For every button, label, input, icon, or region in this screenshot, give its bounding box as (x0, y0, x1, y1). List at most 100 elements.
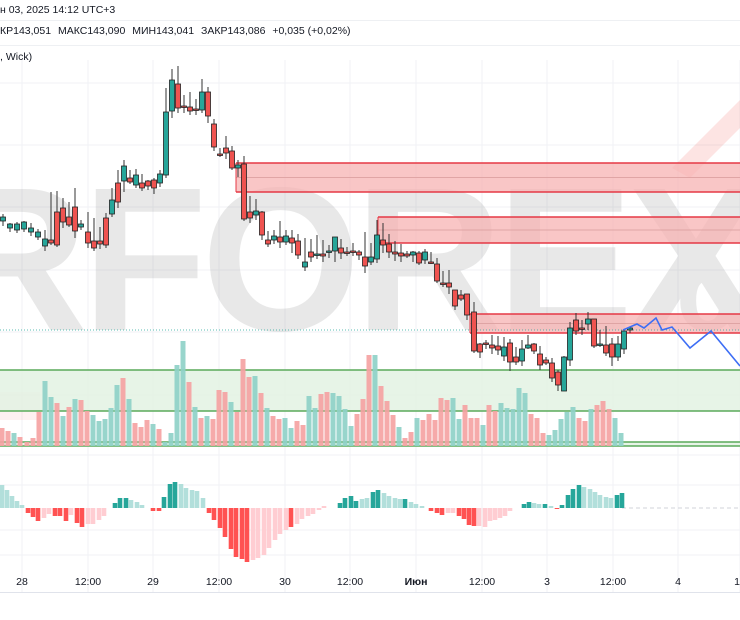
volume-bar (138, 427, 144, 446)
volume-bar (162, 442, 168, 446)
legend-open: КР143,051 (0, 25, 52, 37)
histogram-bar (63, 508, 69, 521)
histogram-bar (74, 508, 80, 523)
time-axis-label: 29 (147, 576, 159, 588)
candle (362, 232, 368, 273)
histogram-bar (492, 508, 498, 520)
histogram-bar (68, 508, 74, 515)
supply-zone[interactable] (377, 216, 740, 244)
volume-bar (144, 420, 150, 446)
candle (356, 250, 362, 260)
volume-bar (444, 400, 450, 446)
time-axis-label: 30 (279, 576, 291, 588)
histogram-bar (239, 508, 245, 559)
histogram-bar (266, 508, 272, 548)
candle (277, 221, 283, 248)
histogram-bar (189, 490, 195, 508)
histogram-bar (9, 496, 15, 508)
candle (205, 87, 211, 123)
histogram-bar (370, 492, 376, 508)
candle (398, 244, 404, 262)
candle (519, 340, 525, 366)
volume-bar (222, 392, 228, 446)
candle (555, 370, 561, 391)
volume-bar (456, 419, 462, 446)
volume-bar (180, 341, 186, 446)
candle (314, 235, 320, 259)
histogram-bar (353, 501, 359, 508)
candle (60, 198, 66, 228)
histogram-bar (35, 508, 41, 521)
candle (42, 230, 48, 251)
volume-bar (438, 398, 444, 446)
time-axis-label: 12:00 (468, 576, 496, 588)
volume-bar (582, 421, 588, 446)
histogram-bar (316, 508, 322, 510)
legend-change: +0,035 (+0,02%) (272, 25, 351, 37)
histogram-bar (348, 496, 354, 508)
candle (332, 236, 338, 262)
histogram-bar (228, 508, 234, 549)
volume-bar (5, 431, 11, 446)
volume-bar (360, 399, 366, 446)
volume-bar (192, 407, 198, 446)
histogram-bar (101, 508, 107, 516)
candle (489, 335, 495, 354)
candle (380, 223, 386, 253)
volume-bar (132, 423, 138, 446)
time-axis-label: 12 (734, 576, 740, 588)
histogram-bar (156, 508, 162, 511)
volume-bar (174, 365, 180, 446)
volume-bar (510, 409, 516, 446)
histogram-bar (337, 503, 343, 508)
candle (235, 160, 241, 177)
histogram-bar (261, 508, 267, 555)
candle (14, 222, 20, 233)
candle (7, 223, 13, 232)
histogram-bar (434, 508, 440, 513)
volume-bar (606, 409, 612, 446)
candle (422, 249, 428, 264)
candle (283, 230, 289, 245)
volume-bar (546, 435, 552, 446)
volume-bar (17, 437, 23, 446)
candle (72, 188, 78, 238)
supply-zone[interactable] (235, 162, 740, 193)
candle (440, 271, 446, 287)
histogram-bar (482, 508, 488, 527)
candle (464, 293, 470, 320)
candle (151, 178, 157, 194)
histogram-bar (476, 508, 482, 526)
legend-date-row: н 03, 2025 14:12 UTC+3 (0, 4, 119, 16)
histogram-bar (217, 508, 223, 528)
volume-bar (390, 415, 396, 446)
volume-bar (186, 382, 192, 446)
candle (507, 339, 513, 371)
candle (434, 258, 440, 283)
histogram-bar (161, 497, 167, 508)
histogram-bar (364, 498, 370, 508)
volume-bar (156, 429, 162, 446)
volume-bar (474, 418, 480, 446)
candle (579, 320, 585, 335)
candle (145, 180, 151, 190)
candle (483, 340, 489, 349)
histogram-bar (0, 485, 5, 508)
volume-bar (84, 411, 90, 446)
volume-bar (342, 409, 348, 446)
candle (597, 330, 603, 347)
histogram-bar (542, 504, 548, 508)
histogram-bar (565, 495, 571, 508)
volume-bar (570, 407, 576, 446)
histogram-bar (183, 488, 189, 508)
volume-bar (276, 419, 282, 446)
legend-indicator-row[interactable]: , Wick) (0, 51, 36, 63)
volume-bar (234, 412, 240, 446)
volume-bar (114, 385, 120, 446)
histogram-bar (134, 502, 140, 508)
candle (187, 92, 193, 115)
candle (404, 251, 410, 258)
volume-bar (228, 402, 234, 446)
volume-bar (402, 438, 408, 446)
